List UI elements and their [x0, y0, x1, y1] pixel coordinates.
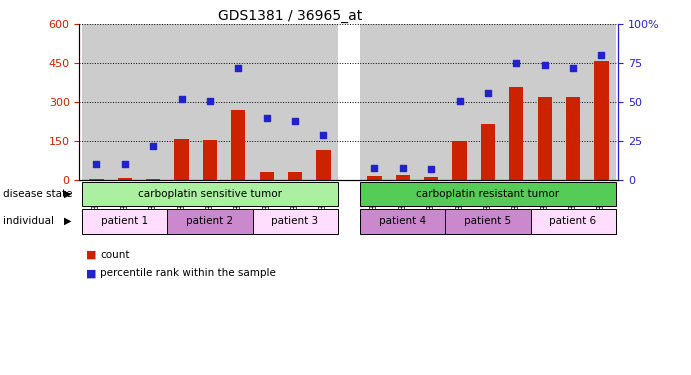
- Point: [397, 165, 408, 171]
- Point: [233, 65, 244, 71]
- Point: [482, 90, 493, 96]
- Text: percentile rank within the sample: percentile rank within the sample: [100, 268, 276, 278]
- Bar: [224, 24, 252, 180]
- Bar: [196, 24, 224, 180]
- Bar: [89, 179, 104, 180]
- Bar: [167, 24, 196, 180]
- Bar: [446, 24, 474, 180]
- Bar: [396, 175, 410, 180]
- Text: ▶: ▶: [64, 216, 71, 226]
- Point: [511, 60, 522, 66]
- Bar: [316, 150, 330, 180]
- Bar: [453, 141, 466, 180]
- Bar: [566, 97, 580, 180]
- Point: [261, 115, 272, 121]
- Text: patient 2: patient 2: [187, 216, 234, 226]
- Point: [567, 65, 578, 71]
- Bar: [417, 24, 446, 180]
- Point: [176, 96, 187, 102]
- Bar: [481, 124, 495, 180]
- Bar: [260, 172, 274, 180]
- Text: patient 4: patient 4: [379, 216, 426, 226]
- Bar: [252, 24, 281, 180]
- Point: [91, 161, 102, 167]
- Bar: [288, 172, 302, 180]
- Bar: [146, 179, 160, 180]
- Point: [318, 132, 329, 138]
- Bar: [424, 177, 438, 180]
- Bar: [360, 24, 388, 180]
- Text: ▶: ▶: [64, 189, 71, 199]
- Point: [290, 118, 301, 124]
- Text: patient 6: patient 6: [549, 216, 596, 226]
- Bar: [502, 24, 531, 180]
- Bar: [368, 176, 381, 180]
- Bar: [281, 24, 310, 180]
- Text: count: count: [100, 250, 130, 259]
- Point: [454, 98, 465, 104]
- Text: GDS1381 / 36965_at: GDS1381 / 36965_at: [218, 9, 362, 23]
- Bar: [203, 140, 217, 180]
- Text: ■: ■: [86, 250, 97, 259]
- Bar: [111, 24, 139, 180]
- Bar: [474, 24, 502, 180]
- Point: [426, 166, 437, 172]
- Text: carboplatin sensitive tumor: carboplatin sensitive tumor: [138, 189, 282, 199]
- Bar: [338, 24, 360, 180]
- Point: [205, 98, 216, 104]
- Text: ■: ■: [86, 268, 97, 278]
- Point: [539, 62, 550, 68]
- Point: [120, 161, 131, 167]
- Bar: [538, 97, 552, 180]
- Bar: [310, 24, 338, 180]
- Point: [369, 165, 380, 171]
- Text: patient 3: patient 3: [272, 216, 319, 226]
- Text: patient 1: patient 1: [102, 216, 149, 226]
- Bar: [82, 24, 111, 180]
- Bar: [594, 61, 609, 180]
- Bar: [509, 87, 523, 180]
- Bar: [531, 24, 559, 180]
- Bar: [231, 110, 245, 180]
- Text: carboplatin resistant tumor: carboplatin resistant tumor: [417, 189, 560, 199]
- Text: individual: individual: [3, 216, 55, 226]
- Point: [148, 143, 159, 149]
- Point: [596, 53, 607, 58]
- Bar: [587, 24, 616, 180]
- Bar: [175, 138, 189, 180]
- Bar: [559, 24, 587, 180]
- Text: disease state: disease state: [3, 189, 73, 199]
- Bar: [139, 24, 167, 180]
- Bar: [117, 178, 132, 180]
- Bar: [388, 24, 417, 180]
- Text: patient 5: patient 5: [464, 216, 511, 226]
